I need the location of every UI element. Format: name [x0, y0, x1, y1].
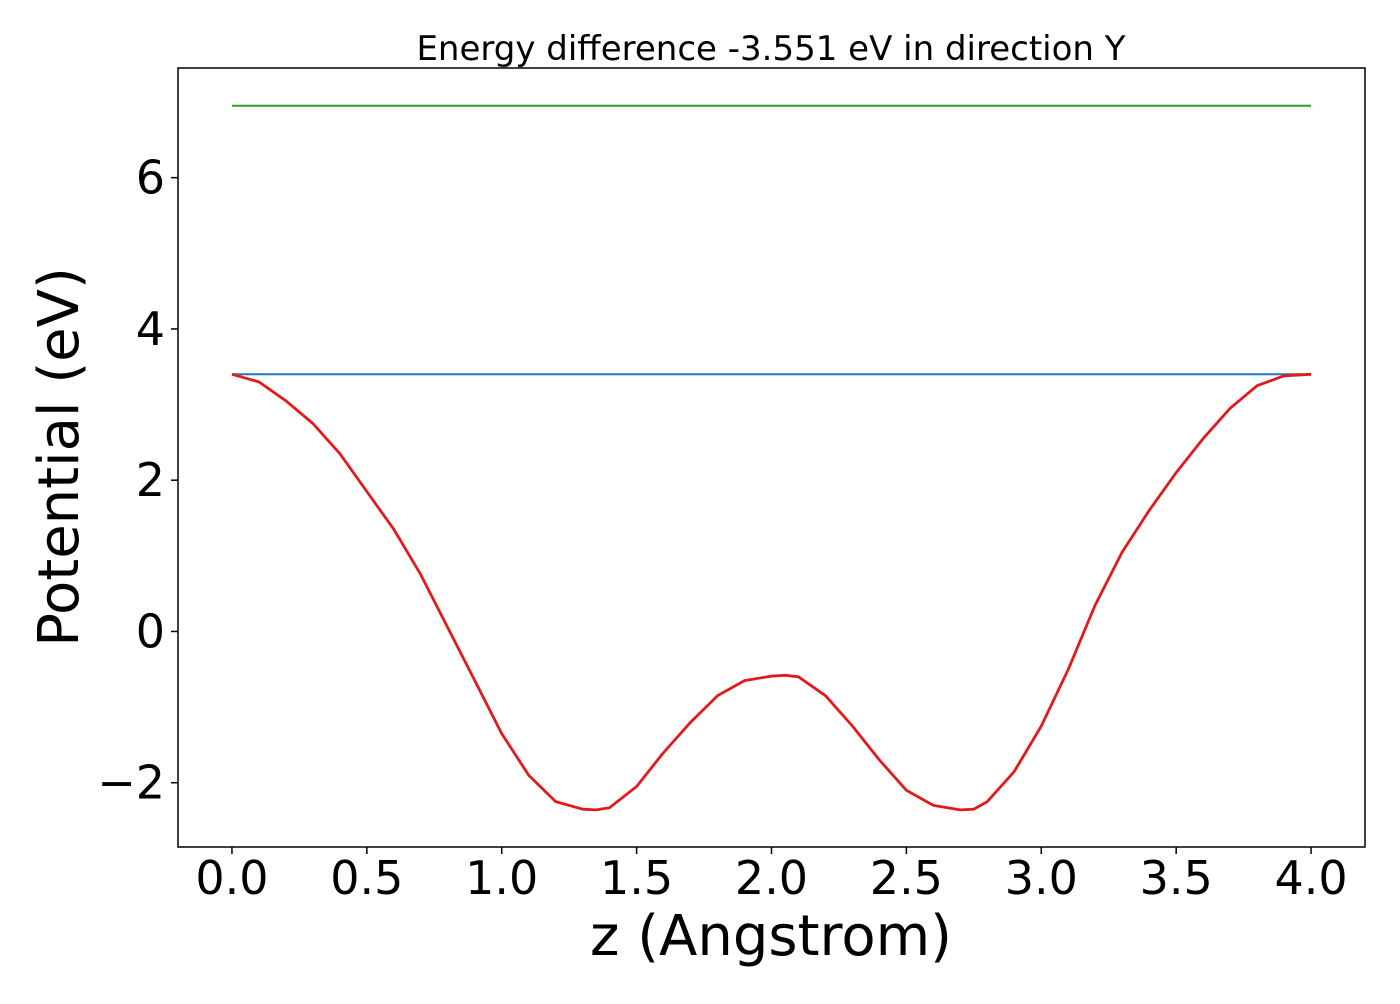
x-tick-label: 4.0	[1274, 851, 1347, 905]
x-tick-label: 3.5	[1140, 851, 1213, 905]
y-tick-label: 6	[136, 151, 165, 205]
y-axis-ticks: −2 0 2 4 6	[97, 151, 178, 810]
series-line-2	[231, 372, 1312, 812]
x-tick-label: 1.5	[600, 851, 673, 905]
x-tick-label: 1.0	[465, 851, 538, 905]
x-axis-ticks: 0.0 0.5 1.0 1.5 2.0 2.5 3.0 3.5 4.0	[195, 847, 1348, 905]
plot-lines	[231, 104, 1312, 812]
x-tick-label: 0.5	[330, 851, 403, 905]
chart-title: Energy difference -3.551 eV in direction…	[416, 29, 1125, 69]
y-tick-label: −2	[97, 756, 165, 810]
x-tick-label: 3.0	[1005, 851, 1078, 905]
x-tick-label: 2.5	[870, 851, 943, 905]
y-tick-label: 2	[136, 453, 165, 507]
y-tick-label: 0	[136, 604, 165, 658]
x-tick-label: 0.0	[195, 851, 268, 905]
x-tick-label: 2.0	[735, 851, 808, 905]
x-axis-label: z (Angstrom)	[590, 904, 952, 969]
y-tick-label: 4	[136, 302, 165, 356]
y-axis-label: Potential (eV)	[27, 267, 92, 647]
